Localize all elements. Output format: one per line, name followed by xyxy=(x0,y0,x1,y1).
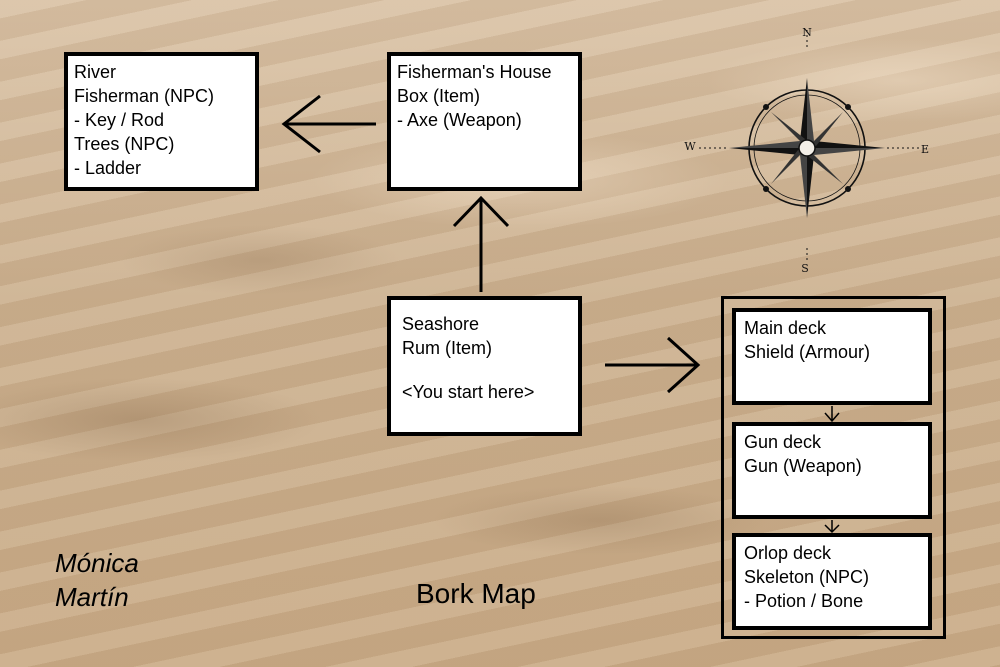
author-name: Mónica Martín xyxy=(55,546,139,614)
compass-east-label: E xyxy=(921,143,929,156)
arrow-to-fishermans-house xyxy=(452,195,510,292)
room-entry: Skeleton (NPC) xyxy=(744,567,870,587)
arrow-gun-to-orlop xyxy=(824,520,840,534)
room-name: Fisherman's House xyxy=(397,62,552,82)
room-name: Seashore xyxy=(402,314,480,334)
room-river: River Fisherman (NPC) - Key / Rod Trees … xyxy=(64,52,259,191)
room-main-deck: Main deck Shield (Armour) xyxy=(732,308,932,405)
ship-group xyxy=(721,296,946,639)
arrow-main-to-gun xyxy=(824,406,840,423)
arrow-to-river xyxy=(281,94,376,154)
room-entry: - Key / Rod xyxy=(74,110,165,130)
room-entry: - Axe (Weapon) xyxy=(397,110,522,130)
compass-west-label: W xyxy=(684,140,696,153)
map-title: Bork Map xyxy=(416,578,536,609)
room-gun-deck: Gun deck Gun (Weapon) xyxy=(732,422,932,519)
room-entry: - Potion / Bone xyxy=(744,591,864,611)
compass-north-label: N xyxy=(802,26,812,39)
room-entry: Shield (Armour) xyxy=(744,342,871,362)
room-entry: Trees (NPC) xyxy=(74,134,175,154)
room-name: Main deck xyxy=(744,318,827,338)
arrow-to-ship xyxy=(605,336,701,394)
room-entry: Box (Item) xyxy=(397,86,481,106)
room-name: Orlop deck xyxy=(744,543,832,563)
room-name: Gun deck xyxy=(744,432,822,452)
room-entry: Gun (Weapon) xyxy=(744,456,862,476)
room-entry: <You start here> xyxy=(402,382,535,402)
room-name: River xyxy=(74,62,117,82)
room-entry: Fisherman (NPC) xyxy=(74,86,215,106)
room-entry: - Ladder xyxy=(74,158,142,178)
room-entry: Rum (Item) xyxy=(402,338,492,358)
room-orlop-deck: Orlop deck Skeleton (NPC) - Potion / Bon… xyxy=(732,533,932,630)
room-fishermans-house: Fisherman's House Box (Item) - Axe (Weap… xyxy=(387,52,582,191)
author-last-name: Martín xyxy=(55,582,129,612)
compass-south-label: S xyxy=(801,262,809,275)
author-first-name: Mónica xyxy=(55,548,139,578)
room-seashore: Seashore Rum (Item) <You start here> xyxy=(387,296,582,436)
